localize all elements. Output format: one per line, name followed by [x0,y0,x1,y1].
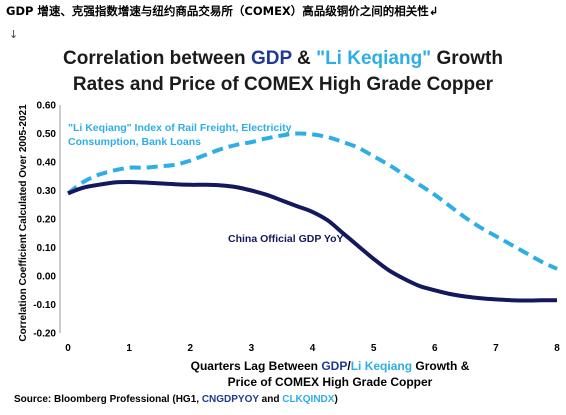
xlabel-part: Growth & [412,359,470,373]
series-line-china-gdp [67,180,557,303]
x-tick-label: 0 [65,343,71,354]
x-axis-label-line-2: Price of COMEX High Grade Copper [227,375,433,389]
x-axis-label-line-1: Quarters Lag Between GDP/Li Keqiang Grow… [140,358,520,374]
xlabel-gdp: GDP [321,359,348,373]
axis-ticks: -0.20 -0.10 0.00 0.10 0.20 0.30 0.40 0.50 0.60 0 1… [33,101,560,355]
series-label-china-gdp: China Official GDP YoY [228,233,344,245]
document-heading: GDP 增速、克强指数增速与纽约商品交易所（COMEX）高品级铜价之间的相关性↲ [6,4,439,18]
x-tick-label: 1 [126,343,132,354]
x-tick-label: 6 [432,343,438,354]
y-tick-label: 0.40 [37,158,57,169]
title-gdp: GDP [250,48,292,69]
x-tick-label: 8 [554,343,560,354]
y-tick-label: 0.20 [37,215,57,226]
xlabel-li-keqiang: Li Keqiang [350,359,413,373]
title-part: Correlation between [63,48,251,69]
title-part: & [291,48,317,69]
source-ticker-gdp: CNGDPYOY [201,394,259,405]
paragraph-mark: ↓ [9,28,19,41]
chart-title: Correlation between GDP & "Li Keqiang" G… [0,46,566,98]
x-tick-label: 2 [187,343,193,354]
y-tick-label: 0.50 [37,129,57,140]
source-part: ) [334,394,338,405]
title-part: Growth [431,48,503,69]
y-axis-label: Correlation Coefficient Calculated Over … [18,104,29,342]
chart-title-line-2: Rates and Price of COMEX High Grade Copp… [72,74,494,95]
x-tick-label: 3 [249,343,255,354]
y-tick-label: -0.10 [33,300,56,311]
series-label-li-keqiang: "Li Keqiang" Index of Rail Freight, Elec… [68,122,292,148]
source-note: Source: Bloomberg Professional (HG1, CNG… [14,394,338,405]
xlabel-part: / [347,359,351,373]
series-lines [66,131,558,303]
chart-title-line-1: Correlation between GDP & "Li Keqiang" G… [0,46,566,72]
series-line-li-keqiang [66,131,558,271]
y-tick-label: 0.00 [37,272,57,283]
x-tick-label: 4 [310,343,316,354]
y-tick-label: -0.20 [33,329,56,340]
x-tick-label: 5 [371,343,377,354]
source-ticker-lk: CLKQINDX [282,394,335,405]
y-tick-label: 0.30 [37,186,57,197]
y-tick-label: 0.60 [37,101,57,112]
title-li-keqiang: "Li Keqiang" [316,48,432,69]
source-part: and [258,394,283,405]
source-part: Source: Bloomberg Professional (HG1, [14,394,202,405]
y-tick-label: 0.10 [37,243,57,254]
x-tick-label: 7 [493,343,499,354]
xlabel-part: Quarters Lag Between [190,359,322,373]
x-axis-label: Quarters Lag Between GDP/Li Keqiang Grow… [140,358,520,390]
